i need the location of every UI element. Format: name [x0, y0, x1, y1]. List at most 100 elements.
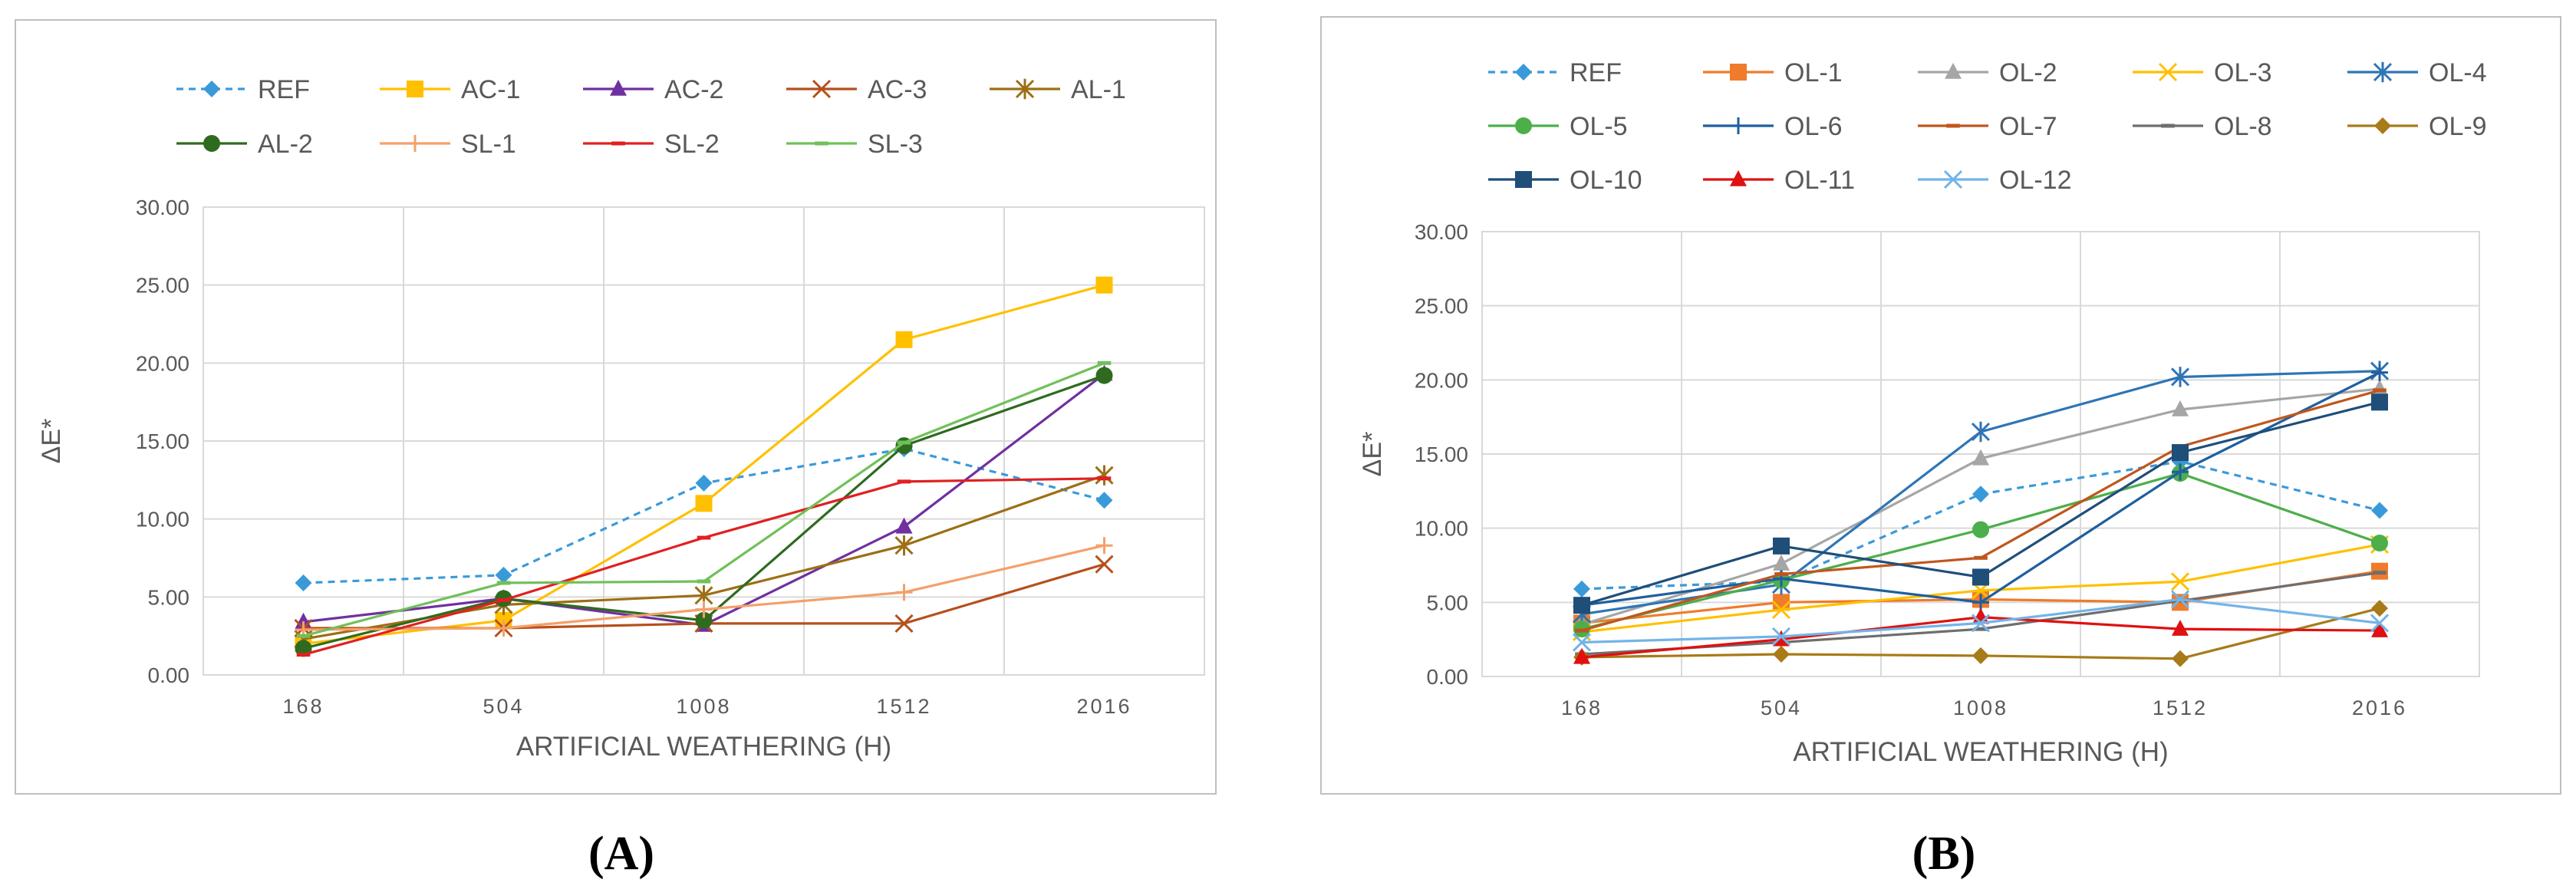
data-point-ol-3	[2170, 572, 2190, 591]
data-point-ol-10	[1573, 597, 1590, 614]
data-point-ac-2	[895, 517, 913, 534]
x-tick-label: 1512	[2153, 696, 2208, 719]
data-point-ol-9	[1972, 647, 1989, 664]
data-point-ol-2	[2172, 400, 2189, 416]
legend-label: OL-10	[1570, 166, 1642, 195]
data-point-sl-2	[697, 535, 711, 540]
legend-item-sl-3: SL-3	[786, 130, 923, 159]
legend-marker	[2373, 61, 2393, 83]
data-point-al-1	[894, 535, 914, 556]
legend-item-ol-10: OL-10	[1488, 166, 1642, 195]
data-point-ol-12	[1771, 627, 1791, 646]
legend-label: AC-1	[461, 75, 520, 104]
data-point-al-2	[695, 611, 713, 629]
y-tick-label: 0.00	[148, 663, 190, 687]
legend-label: OL-6	[1784, 112, 1843, 141]
data-point-ac-1	[1095, 276, 1113, 294]
x-axis-title: ARTIFICIAL WEATHERING (H)	[1793, 737, 2168, 767]
x-tick-label: 2016	[1076, 695, 1132, 718]
series-ol-12	[1572, 590, 2390, 652]
legend-marker	[611, 141, 625, 146]
y-tick-label: 20.00	[136, 351, 189, 375]
data-point-sl-3	[1097, 360, 1112, 365]
legend-marker	[407, 135, 423, 152]
data-point-ol-3	[1771, 600, 1791, 620]
x-tick-label: 1008	[676, 695, 731, 718]
legend: REF OL-1 OL-2 OL-3 OL-4 OL-5 OL-6 OL-7 OL-8 OL-9 O…	[1488, 58, 2487, 195]
y-tick-label: 25.00	[136, 274, 189, 298]
y-axis-title: ΔE*	[37, 419, 66, 464]
data-point-sl-1	[1095, 537, 1113, 555]
y-tick-label: 30.00	[1415, 220, 1468, 244]
y-tick-label: 10.00	[136, 508, 189, 532]
x-tick-label: 2016	[2352, 696, 2407, 719]
legend-label: OL-2	[1999, 58, 2057, 87]
data-point-ol-4	[1971, 421, 1991, 443]
data-point-ol-12	[2170, 590, 2190, 609]
legend-marker	[1730, 170, 1747, 186]
data-point-ol-12	[1572, 633, 1592, 652]
data-point-ol-11	[1573, 647, 1590, 664]
legend-label: REF	[1570, 58, 1622, 87]
legend-marker	[203, 81, 220, 97]
data-point-ol-2	[1773, 554, 1790, 571]
data-point-ol-7	[1774, 572, 1788, 577]
legend-marker	[1730, 117, 1747, 134]
data-point-sl-3	[697, 579, 711, 584]
legend-marker	[1515, 171, 1532, 188]
data-point-ac-1	[695, 495, 713, 512]
data-point-ol-12	[2370, 614, 2390, 633]
data-point-sl-1	[895, 584, 913, 601]
legend-marker	[815, 141, 828, 146]
legend-item-ol-5: OL-5	[1488, 112, 1628, 141]
legend-item-al-1: AL-1	[990, 75, 1126, 104]
chart-frame	[15, 19, 1217, 795]
legend-item-ac-2: AC-2	[583, 75, 723, 104]
data-point-ref	[295, 574, 312, 592]
series-sl-1	[295, 537, 1113, 639]
data-point-ol-8	[1974, 627, 1988, 631]
data-point-ol-6	[2371, 364, 2388, 381]
legend-item-ac-1: AC-1	[380, 75, 520, 104]
legend-label: AC-3	[868, 75, 927, 104]
legend-item-ol-7: OL-7	[1918, 112, 2057, 141]
legend-marker	[1730, 64, 1747, 81]
legend-label: AL-1	[1071, 75, 1126, 104]
legend-marker	[1515, 117, 1532, 134]
legend-label: REF	[258, 75, 310, 104]
legend-marker	[1946, 123, 1960, 128]
legend-item-ol-12: OL-12	[1918, 166, 2072, 195]
legend: REF AC-1 AC-2 AC-3 AL-1 AL-2 SL-1 SL-2 SL-3	[176, 75, 1126, 159]
legend-item-ol-3: OL-3	[2133, 58, 2272, 87]
data-point-ol-10	[1972, 568, 1989, 586]
data-point-sl-1	[495, 620, 512, 637]
legend-label: OL-7	[1999, 112, 2057, 141]
legend-marker	[1945, 62, 1962, 79]
y-tick-label: 5.00	[148, 585, 190, 609]
legend-marker	[407, 81, 423, 97]
x-tick-label: 504	[1761, 696, 1802, 719]
x-tick-label: 504	[483, 695, 524, 718]
legend-marker	[2158, 62, 2178, 82]
legend-item-ol-9: OL-9	[2347, 112, 2487, 141]
y-tick-label: 25.00	[1415, 295, 1468, 318]
data-point-sl-3	[296, 634, 311, 638]
data-point-ol-9	[2172, 650, 2189, 667]
data-point-ref	[1972, 485, 1989, 503]
legend-item-ol-11: OL-11	[1703, 166, 1855, 195]
data-point-ol-7	[1974, 555, 1988, 560]
legend-item-sl-2: SL-2	[583, 130, 720, 159]
legend-item-ac-3: AC-3	[786, 75, 927, 104]
data-point-ol-11	[2172, 620, 2189, 636]
legend-label: SL-1	[461, 130, 516, 159]
y-tick-label: 15.00	[136, 430, 189, 453]
data-point-ref	[695, 474, 713, 492]
data-point-ol-8	[2373, 571, 2387, 575]
data-point-ol-9	[2371, 600, 2388, 617]
legend-item-ol-1: OL-1	[1703, 58, 1843, 87]
data-point-sl-1	[695, 601, 713, 618]
data-point-sl-2	[296, 653, 311, 657]
data-point-ac-3	[894, 614, 914, 633]
legend-item-ol-8: OL-8	[2133, 112, 2272, 141]
legend-label: OL-4	[2429, 58, 2487, 87]
